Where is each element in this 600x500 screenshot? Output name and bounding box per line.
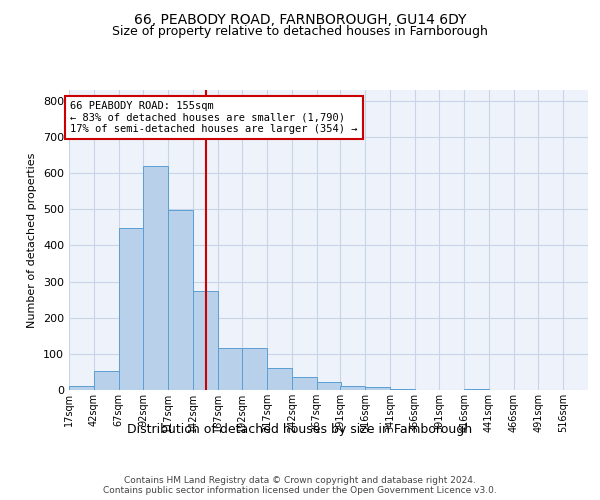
Bar (193, 290, 218, 390)
Bar (292, 378, 317, 390)
Bar (365, 386, 390, 390)
Bar (94, 371, 119, 390)
Bar (242, 348, 267, 390)
Bar (464, 388, 489, 390)
Text: Distribution of detached houses by size in Farnborough: Distribution of detached houses by size … (127, 422, 473, 436)
Text: Size of property relative to detached houses in Farnborough: Size of property relative to detached ho… (112, 25, 488, 38)
Y-axis label: Number of detached properties: Number of detached properties (28, 152, 37, 328)
Bar (168, 210, 193, 390)
Bar (340, 386, 365, 390)
Bar (218, 348, 242, 390)
Text: 66 PEABODY ROAD: 155sqm
← 83% of detached houses are smaller (1,790)
17% of semi: 66 PEABODY ROAD: 155sqm ← 83% of detache… (70, 101, 358, 134)
Bar (317, 382, 341, 390)
Bar (267, 368, 292, 390)
Bar (119, 228, 143, 390)
Bar (390, 389, 415, 390)
Text: 66, PEABODY ROAD, FARNBOROUGH, GU14 6DY: 66, PEABODY ROAD, FARNBOROUGH, GU14 6DY (134, 12, 466, 26)
Text: Contains HM Land Registry data © Crown copyright and database right 2024.
Contai: Contains HM Land Registry data © Crown c… (103, 476, 497, 495)
Bar (69, 386, 94, 390)
Bar (143, 166, 168, 390)
